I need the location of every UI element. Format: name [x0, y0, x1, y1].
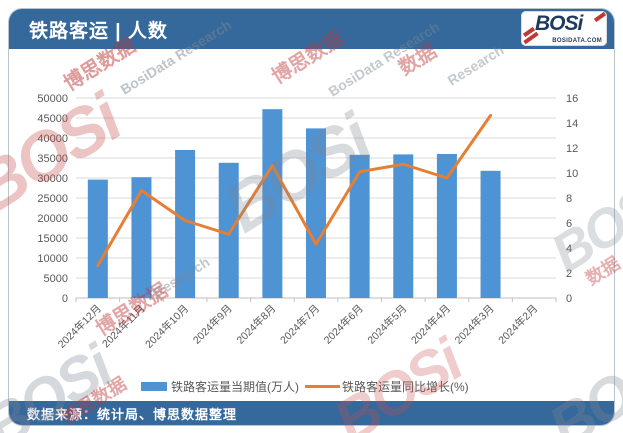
page-title: 铁路客运 | 人数	[29, 20, 168, 42]
left-axis-label: 0	[62, 293, 68, 305]
chart-card: 铁路客运 | 人数 BOSi BOSIDATA.COM 0 5000 10000 15…	[8, 8, 615, 426]
legend-line-label: 铁路客运量同比增长(%)	[342, 379, 469, 394]
bar	[262, 109, 283, 298]
bar	[131, 177, 152, 298]
bar	[306, 128, 326, 298]
bar	[349, 154, 370, 298]
chart-area: 0 5000 10000 15000 20000 25000 30000 35000 40000…	[9, 49, 614, 403]
bosi-logo: BOSi BOSIDATA.COM	[521, 11, 607, 46]
left-axis-label: 10000	[37, 253, 68, 265]
right-axis-label: 8	[566, 193, 572, 205]
bar	[480, 170, 501, 298]
x-axis-label: 2024年6月	[321, 302, 366, 347]
x-axis-label: 2024年11月	[99, 302, 147, 350]
x-axis-label: 2024年2月	[496, 302, 541, 347]
x-axis-label: 2024年12月	[55, 302, 104, 351]
bar	[175, 150, 196, 298]
right-axis-label: 0	[566, 293, 572, 305]
right-axis-label: 14	[566, 118, 578, 130]
right-axis-label: 10	[566, 168, 578, 180]
x-axis-label: 2024年10月	[142, 302, 191, 351]
bar	[87, 179, 108, 298]
left-axis-label: 45000	[37, 113, 68, 125]
x-axis-label: 2024年3月	[452, 302, 497, 347]
x-axis-label: 2024年9月	[190, 302, 235, 347]
left-axis-label: 40000	[37, 133, 68, 145]
logo-domain-text: BOSIDATA.COM	[552, 38, 602, 44]
left-axis-label: 5000	[44, 273, 68, 285]
left-axis-label: 30000	[37, 173, 68, 185]
chart-svg: 0 5000 10000 15000 20000 25000 30000 35000 40000…	[37, 93, 578, 394]
footer-bar: 数据来源：统计局、博思数据整理	[9, 401, 614, 425]
x-axis-label: 2024年7月	[277, 302, 322, 347]
bar	[393, 154, 414, 298]
right-axis-label: 12	[566, 143, 578, 155]
right-axis-label: 6	[566, 218, 572, 230]
bar	[218, 162, 239, 298]
left-axis-label: 20000	[37, 213, 68, 225]
left-axis-label: 50000	[37, 93, 68, 105]
left-axis-label: 35000	[37, 153, 68, 165]
right-axis-label: 4	[566, 243, 572, 255]
trend-line	[96, 114, 493, 267]
legend-bar-label: 铁路客运量当期值(万人)	[171, 379, 299, 394]
legend-bar-swatch	[141, 382, 167, 391]
x-axis-label: 2024年8月	[234, 302, 279, 347]
header-bar: 铁路客运 | 人数	[9, 9, 614, 49]
x-axis-label: 2024年4月	[408, 302, 453, 347]
left-axis-label: 15000	[37, 233, 68, 245]
logo-brand-text: BOSi	[535, 12, 583, 35]
right-axis-label: 16	[566, 93, 578, 105]
left-axis-label: 25000	[37, 193, 68, 205]
x-axis-label: 2024年5月	[365, 302, 410, 347]
data-source-text: 数据来源：统计局、博思数据整理	[27, 406, 238, 422]
bar	[436, 154, 457, 298]
right-axis-label: 2	[566, 268, 572, 280]
